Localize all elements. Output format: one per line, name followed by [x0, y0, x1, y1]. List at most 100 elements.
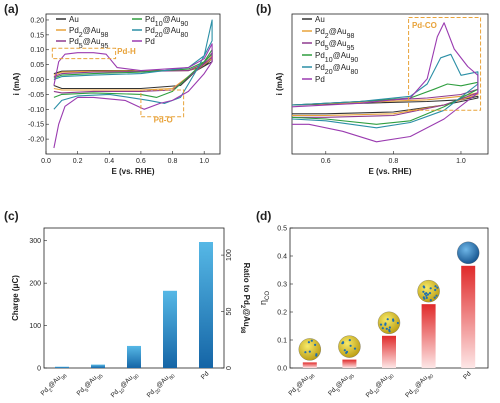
x-tick-label: 0.6 [321, 158, 331, 165]
series-line-Au [291, 95, 479, 115]
nanoparticle-icon [417, 280, 440, 303]
pd-co-box [408, 17, 482, 111]
x-tick-label: Pd20@Au80 [404, 370, 435, 401]
panel-label-d: (d) [256, 209, 271, 223]
pd-atom-dot [434, 285, 437, 288]
x-tick-label: 0.0 [41, 158, 51, 165]
pd-atom-dot [425, 294, 428, 297]
annotation-pd-o: Pd-O [154, 116, 173, 125]
bar [342, 359, 357, 368]
pd-atom-dot [353, 347, 357, 350]
x-axis-label: E (vs. RHE) [368, 167, 411, 176]
x-tick-label: Pd5@Au95 [327, 370, 356, 399]
pd-o-box [140, 89, 185, 118]
x-tick-label: Pd2@Au98 [287, 370, 316, 399]
panel-a-cv-chart: 0.0 0.2 0.4 0.6 0.8 1.0 -0.20 -0.15 -0.10 -0.05 0.… [12, 13, 221, 176]
y-tick-label: 0 [37, 366, 41, 373]
y2-tick-label: 100 [226, 249, 233, 261]
legend-entry: Au [315, 15, 325, 24]
y-tick-label: 0.0 [277, 366, 287, 373]
panel-label-a: (a) [4, 2, 19, 16]
pd-atom-dot [429, 299, 432, 302]
y-tick-label: 0.4 [277, 254, 287, 261]
pd-atom-dot [386, 318, 389, 321]
pd-atom-dot [385, 327, 388, 330]
pd-atom-dot [384, 322, 387, 325]
plot-frame [291, 13, 489, 155]
pd-h-box [51, 47, 117, 60]
x-tick-label: 1.0 [456, 158, 466, 165]
x-tick-label: Pd10@Au90 [365, 370, 396, 401]
legend-entry: Pd10@Au90 [315, 51, 358, 64]
bar [382, 335, 396, 368]
x-axis-label: E (vs. RHE) [111, 167, 154, 176]
y-axis-label: ηCO [258, 291, 271, 305]
legend-entry: Au [69, 15, 79, 24]
y-tick-label: 0.10 [30, 47, 44, 54]
pd-atom-dot [379, 323, 383, 326]
panel-b-co-stripping-chart: 0.6 0.8 1.0 E (vs. RHE) i (mA) Au Pd2@Au98Pd5@… [275, 13, 489, 176]
x-tick-label: 0.4 [104, 158, 114, 165]
y2-axis-label: Ratio to Pd2@Au98 [239, 263, 251, 334]
pd-atom-dot [314, 343, 317, 346]
panel-label-b: (b) [256, 2, 271, 16]
legend-entry: Pd [315, 75, 325, 84]
bar [127, 345, 141, 368]
y-tick-label: -0.10 [28, 107, 44, 114]
y-tick-label: 0.1 [277, 338, 287, 345]
pd-atom-dot [304, 351, 307, 354]
legend-entry: Pd5@Au95 [315, 39, 355, 52]
y2-tick-label: 50 [226, 308, 233, 316]
x-tick-label: Pd [200, 370, 211, 381]
y-tick-label: 0.15 [30, 32, 44, 39]
legend-entry: Pd20@Au80 [315, 63, 358, 76]
panel-label-c: (c) [4, 209, 19, 223]
pd-atom-dot [429, 287, 432, 290]
x-tick-label: Pd20@Au80 [146, 370, 177, 401]
pd-atom-dot [422, 296, 425, 299]
x-tick-label: Pd [462, 370, 473, 381]
pd-atom-dot [348, 339, 351, 342]
x-tick-label: 0.8 [168, 158, 178, 165]
pd-atom-dot [425, 296, 428, 299]
y2-tick-label: 0 [226, 366, 233, 370]
pd-atom-dot [396, 321, 399, 325]
y-tick-label: 0.3 [277, 282, 287, 289]
panel-d-eta-co-bar-chart: 0.0 0.1 0.2 0.3 0.4 0.5 ηCO Pd2@Au98 Pd5@Au95 Pd1… [258, 226, 489, 401]
pd-atom-dot [426, 293, 430, 296]
y-tick-label: 200 [29, 281, 41, 288]
series-line-Pd [53, 43, 213, 149]
pd-atom-dot [428, 292, 432, 295]
x-tick-label: Pd10@Au90 [110, 370, 141, 401]
pd-atom-dot [436, 286, 439, 289]
x-tick-label: Pd2@Au98 [40, 370, 69, 399]
y-tick-label: -0.05 [28, 92, 44, 99]
x-tick-label: 0.2 [73, 158, 83, 165]
y-axis-label: i (mA) [12, 72, 21, 95]
y-tick-label: 0.05 [30, 62, 44, 69]
panel-c-charge-bar-chart: 0 100 200 300 0 50 100 Charge (μC) Ratio to Pd2@… [11, 227, 251, 401]
annotation-pd-co: Pd-CO [412, 21, 437, 30]
bar [302, 362, 317, 368]
pd-atom-dot [422, 285, 425, 288]
legend-entry: Pd2@Au98 [315, 27, 355, 40]
y-tick-label: -0.15 [28, 122, 44, 129]
plot-frame [45, 13, 221, 155]
series-line-Pd2Au98 [291, 92, 479, 117]
y-tick-label: 0.5 [277, 226, 287, 233]
pd-atom-dot [308, 350, 311, 353]
series-line-Pd [291, 22, 479, 143]
y-tick-label: 300 [29, 238, 41, 245]
pd-atom-dot [422, 290, 425, 293]
bar [421, 304, 436, 368]
x-tick-label: 0.8 [389, 158, 399, 165]
nanoparticle-icon [338, 335, 361, 358]
legend-entry: Pd5@Au95 [69, 37, 109, 50]
y-axis-label: Charge (μC) [11, 275, 20, 321]
pd-atom-dot [307, 341, 310, 344]
x-tick-label: 0.6 [136, 158, 146, 165]
legend-entry: Pd [145, 37, 155, 46]
pd-atom-dot [343, 349, 346, 352]
x-tick-label: 1.0 [199, 158, 209, 165]
